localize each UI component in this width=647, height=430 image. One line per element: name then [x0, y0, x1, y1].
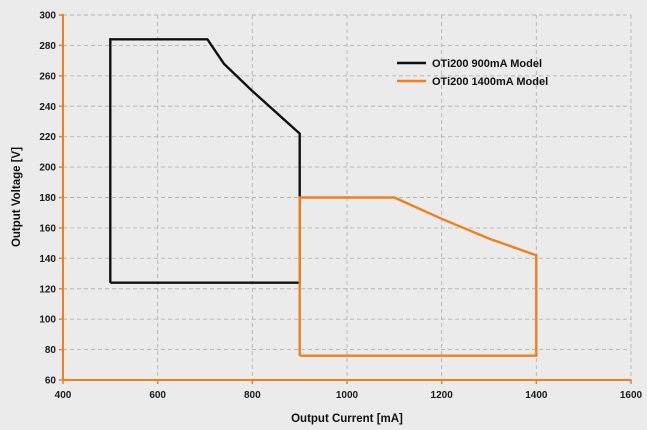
x-tick-labels: 400 600 800 1000 1200 1400 1600 [55, 390, 643, 401]
y-tick-label: 120 [39, 284, 56, 295]
y-tick-label: 60 [45, 376, 57, 387]
x-tick-label: 600 [149, 390, 166, 401]
x-tick-label: 800 [244, 390, 261, 401]
y-tick-label: 100 [39, 315, 56, 326]
y-tick-labels: 60 80 100 120 140 160 180 200 220 240 260 280 300 [39, 11, 56, 387]
x-tick-label: 1200 [431, 390, 454, 401]
y-tick-label: 240 [39, 102, 56, 113]
legend-label-1: OTi200 900mA Model [432, 58, 542, 70]
series-line-2 [298, 196, 538, 357]
legend: OTi200 900mA Model OTi200 1400mA Model [397, 58, 548, 88]
y-tick-label: 220 [39, 132, 56, 143]
series-lines [109, 38, 538, 357]
y-tick-label: 80 [45, 345, 57, 356]
x-tick-label: 400 [55, 390, 72, 401]
y-tick-label: 300 [39, 11, 56, 22]
y-tick-label: 260 [39, 71, 56, 82]
x-tick-label: 1000 [336, 390, 359, 401]
x-tick-label: 1600 [620, 390, 643, 401]
y-tick-label: 180 [39, 193, 56, 204]
y-tick-label: 200 [39, 163, 56, 174]
legend-label-2: OTi200 1400mA Model [432, 76, 548, 88]
y-tick-label: 140 [39, 254, 56, 265]
x-tick-label: 1400 [525, 390, 548, 401]
y-axis-title: Output Voltage [V] [11, 147, 23, 247]
x-axis-title: Output Current [mA] [291, 413, 403, 425]
y-tick-label: 280 [39, 41, 56, 52]
axes [59, 14, 632, 384]
y-tick-label: 160 [39, 223, 56, 234]
